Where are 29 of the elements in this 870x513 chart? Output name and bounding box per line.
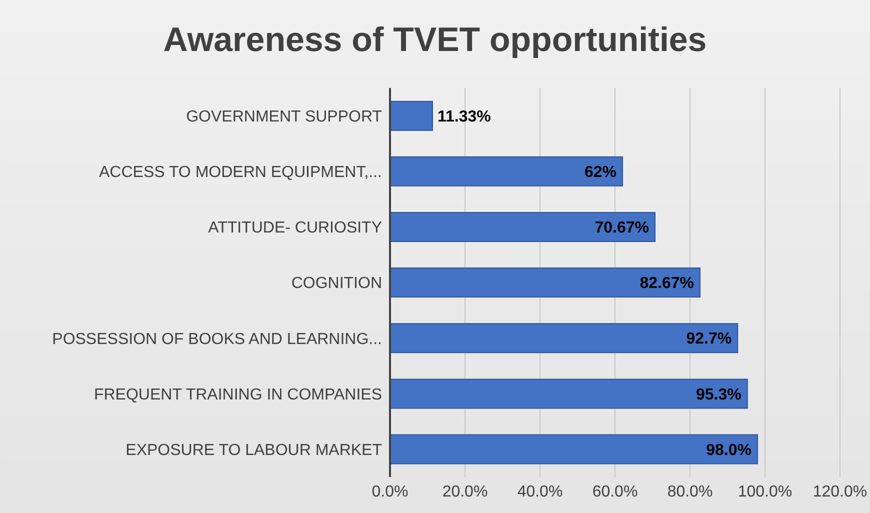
y-tick-label: POSSESSION OF BOOKS AND LEARNING... (52, 330, 382, 348)
x-tick-label: 40.0% (517, 483, 563, 500)
bar (390, 268, 701, 298)
data-label: 98.0% (706, 442, 752, 459)
x-tick-label: 20.0% (442, 483, 488, 500)
x-tick-label: 120.0% (812, 483, 868, 500)
x-tick-label: 100.0% (738, 483, 792, 500)
data-label: 11.33% (437, 108, 491, 126)
data-label: 92.7% (686, 330, 732, 348)
bar (390, 100, 433, 131)
data-label: 70.67% (594, 220, 650, 237)
y-tick-label: GOVERNMENT SUPPORT (186, 108, 382, 126)
bar (390, 212, 656, 242)
y-tick-label: ACCESS TO MODERN EQUIPMENT,... (98, 164, 382, 182)
data-label: 95.3% (696, 386, 742, 404)
chart-title: Awareness of TVET opportunities (162, 20, 708, 61)
bar (390, 378, 748, 409)
data-label: 82.67% (640, 275, 694, 292)
bar (390, 434, 758, 464)
x-tick-label: 0.0% (372, 483, 408, 500)
y-tick-label: ATTITUDE- CURIOSITY (208, 220, 382, 237)
y-tick-label: FREQUENT TRAINING IN COMPANIES (94, 386, 382, 404)
bar (390, 156, 623, 186)
y-tick-label: COGNITION (291, 275, 382, 292)
data-label: 62% (584, 164, 616, 182)
x-tick-label: 80.0% (667, 483, 713, 500)
x-tick-label: 60.0% (592, 483, 638, 500)
y-tick-label: EXPOSURE TO LABOUR MARKET (126, 442, 382, 459)
bar (390, 323, 738, 354)
